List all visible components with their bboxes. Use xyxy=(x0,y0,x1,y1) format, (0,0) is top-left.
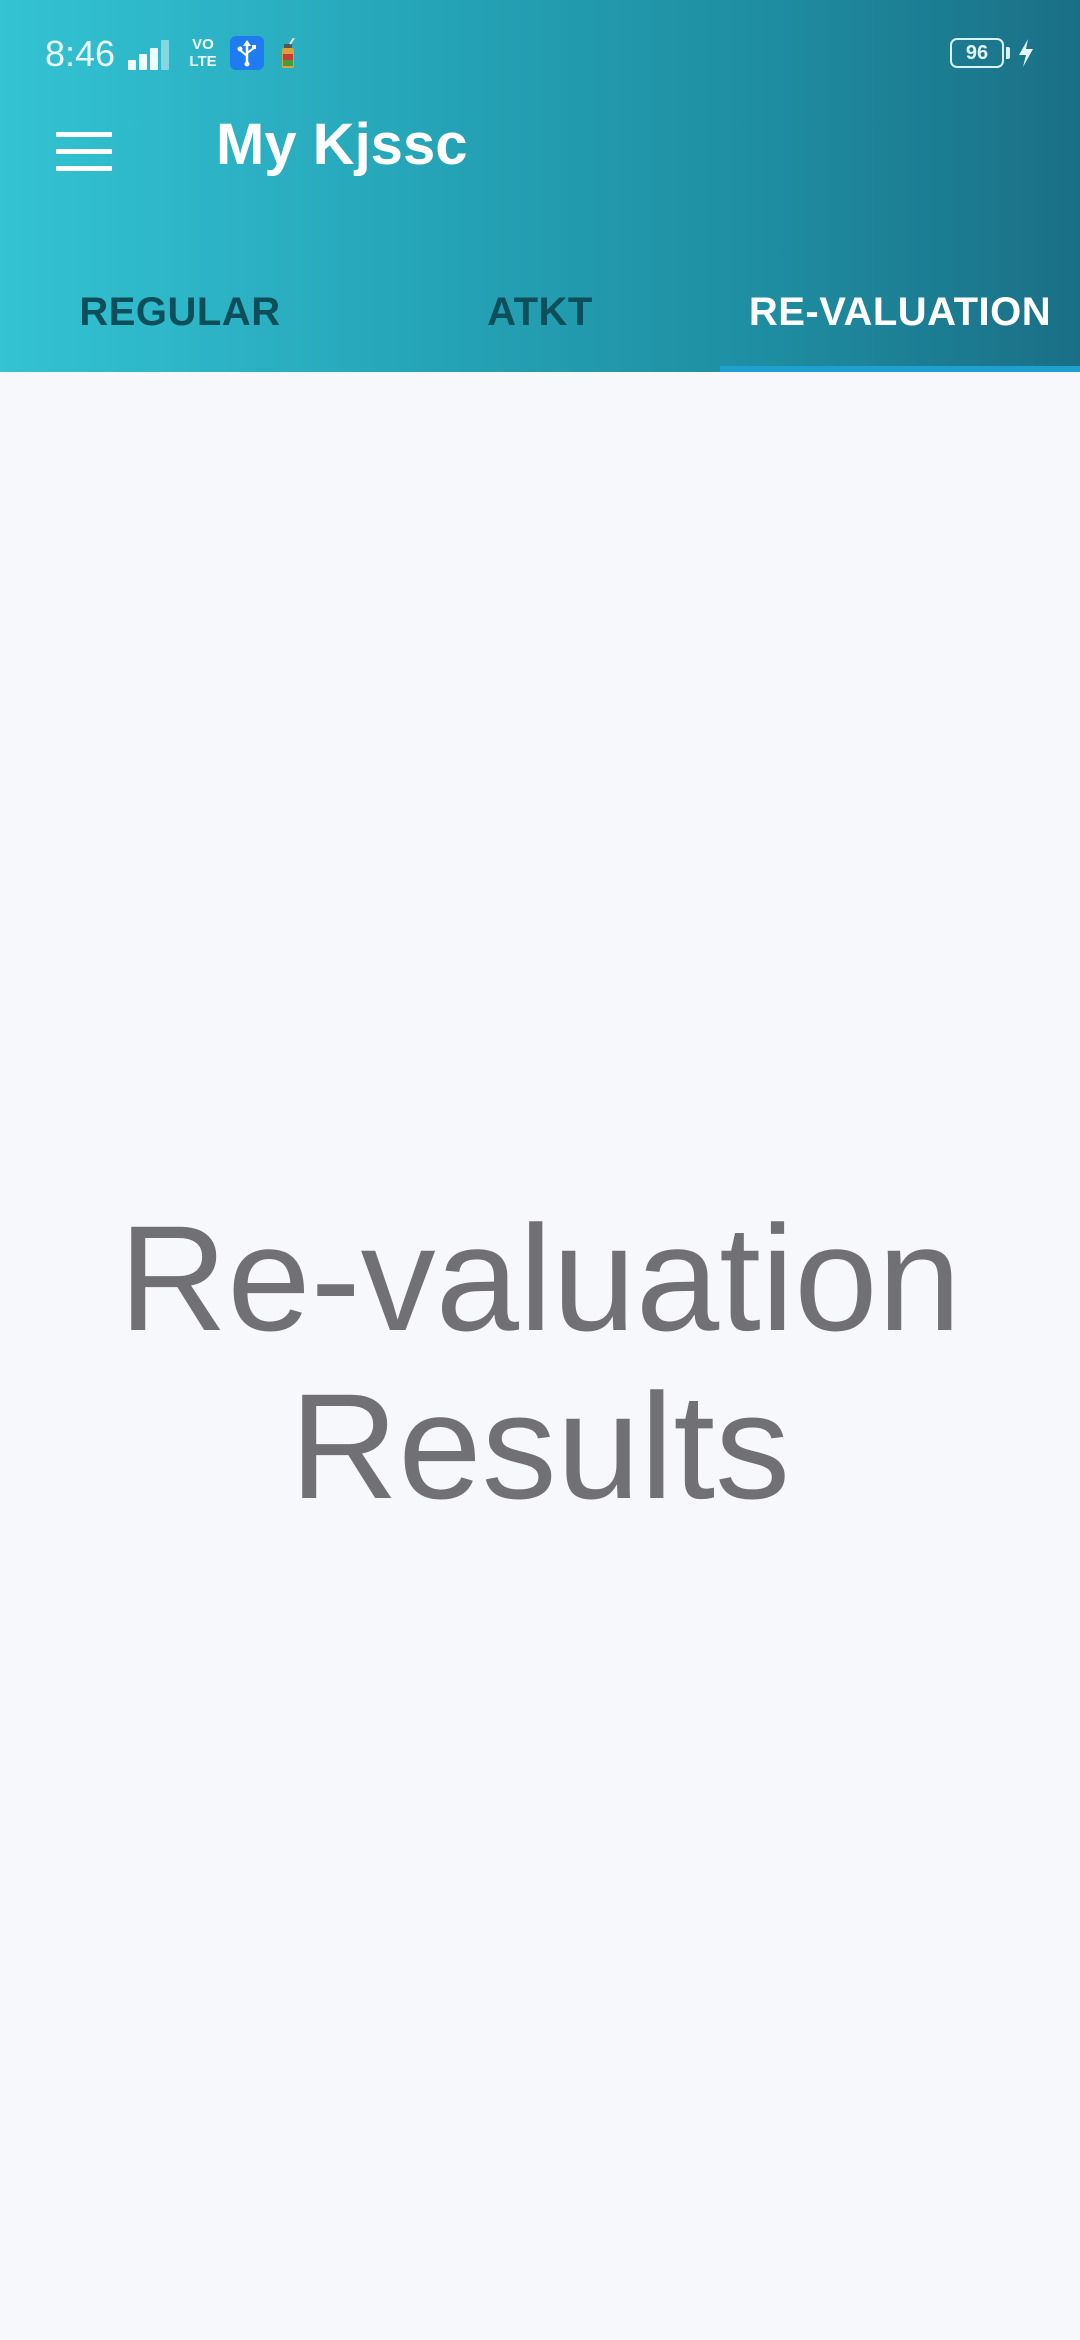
lightning-bolt-icon xyxy=(1016,38,1036,68)
battery-indicator: 96 xyxy=(950,38,1004,68)
status-time: 8:46 xyxy=(45,33,116,74)
tab-regular[interactable]: REGULAR xyxy=(0,252,360,372)
tab-atkt-label: ATKT xyxy=(487,289,593,334)
jar-icon xyxy=(278,37,298,70)
heading-line-1: Re-valuation xyxy=(118,1194,962,1362)
tab-re-valuation-label: RE-VALUATION xyxy=(748,289,1052,334)
app-title: My Kjssc xyxy=(216,112,468,177)
battery-tip xyxy=(1006,47,1010,59)
usb-icon xyxy=(230,36,264,70)
status-bar: 8:46 VO LTE xyxy=(0,0,1080,108)
tab-atkt[interactable]: ATKT xyxy=(360,252,720,372)
tab-re-valuation[interactable]: RE-VALUATION xyxy=(720,252,1080,372)
volte-indicator: VO LTE xyxy=(189,36,217,70)
page-heading: Re-valuation Results xyxy=(0,1194,1080,1530)
tab-regular-label: REGULAR xyxy=(79,289,281,334)
content-area: Re-valuation Results xyxy=(0,372,1080,2340)
heading-line-2: Results xyxy=(289,1362,791,1530)
toolbar: My Kjssc xyxy=(0,108,1080,288)
hamburger-menu-icon[interactable] xyxy=(38,114,130,206)
app-header: 8:46 VO LTE xyxy=(0,0,1080,372)
active-tab-indicator xyxy=(720,366,1080,372)
signal-bars-icon xyxy=(128,40,178,70)
tab-bar: REGULAR ATKT RE-VALUATION xyxy=(0,252,1080,372)
